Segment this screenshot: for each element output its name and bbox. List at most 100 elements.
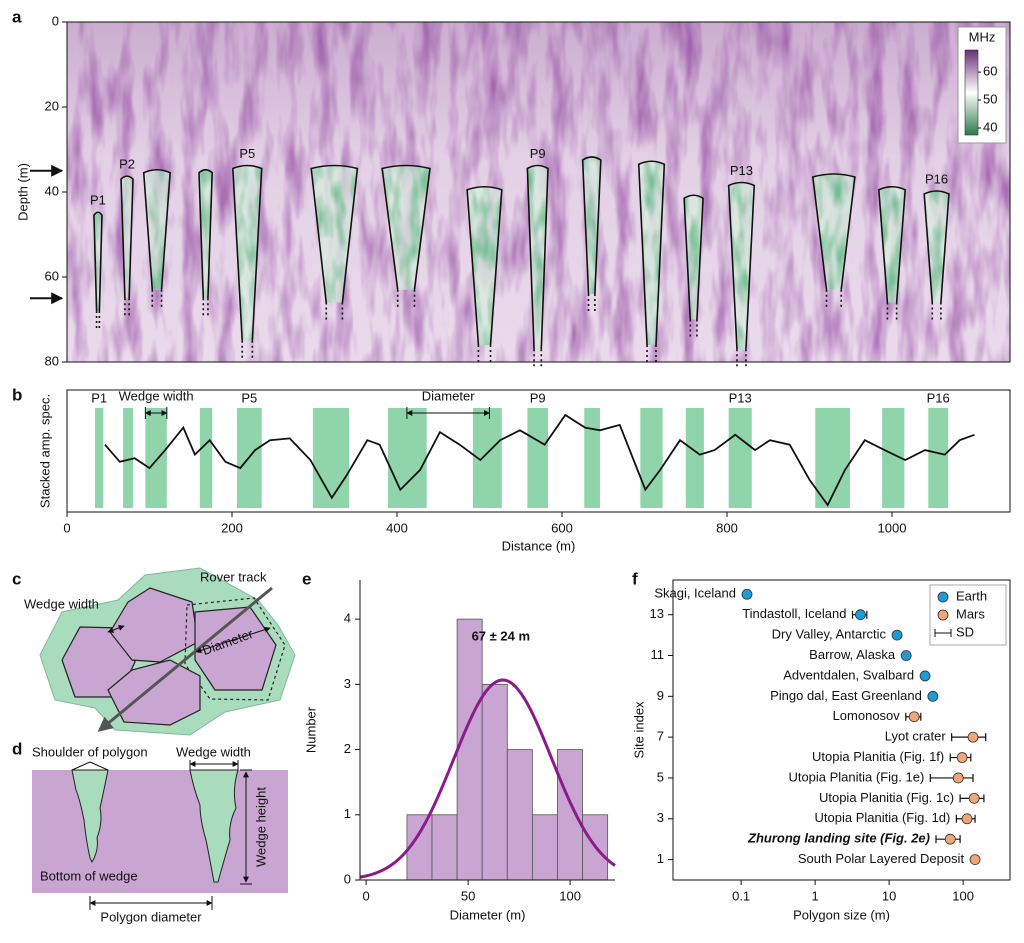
y-tick-label: 7 [657, 729, 664, 744]
x-tick-label: 50 [461, 888, 475, 903]
x-tick-label: 0.1 [732, 888, 750, 903]
y-axis-label: Depth (m) [15, 163, 30, 221]
legend-label: Mars [956, 606, 985, 621]
wedge-band [199, 408, 213, 508]
wedge-band [640, 408, 663, 508]
wedge-outline [381, 164, 431, 290]
histogram-bar [506, 749, 533, 881]
panel-letter: d [12, 739, 22, 758]
panel-letter: a [12, 7, 22, 26]
y-tick-label: 3 [657, 810, 664, 825]
y-tick-label: 1 [344, 806, 351, 821]
x-tick-label: 1000 [878, 520, 907, 535]
band-label: P16 [927, 390, 950, 405]
wedge-label: P2 [119, 157, 135, 172]
wedge-band [312, 408, 350, 508]
wedge-outline [581, 156, 602, 295]
annotation: Wedge width [119, 388, 194, 403]
y-tick-label: 3 [344, 676, 351, 691]
fit-label: 67 ± 24 m [472, 628, 530, 643]
y-tick-label: 20 [45, 98, 59, 113]
site-label: Lyot crater [885, 729, 947, 744]
panel-letter: b [12, 385, 22, 404]
y-tick-label: 0 [344, 871, 351, 886]
site-point [952, 772, 964, 784]
wedge-band [815, 408, 850, 508]
histogram-bar [481, 683, 508, 881]
site-point [967, 731, 979, 743]
diagram-label: Wedge height [253, 787, 268, 867]
wedge-outline [683, 194, 704, 320]
band-label: P13 [729, 390, 752, 405]
y-tick-label: 60 [45, 268, 59, 283]
legend-swatch [937, 591, 949, 603]
diagram-label: Wedge width [176, 744, 251, 759]
wedge-outline [142, 168, 171, 290]
y-tick-label: 13 [650, 606, 664, 621]
wedge-outline [120, 175, 134, 299]
colorbar-label: MHz [969, 29, 996, 44]
x-tick-label: 10 [882, 888, 896, 903]
x-axis-label: Distance (m) [502, 538, 576, 553]
wedge-band [123, 408, 134, 508]
site-label: Utopia Planitia (Fig. 1f) [812, 749, 944, 764]
site-point [919, 670, 931, 682]
legend-label: Earth [956, 588, 987, 603]
x-axis-label: Polygon size (m) [793, 907, 890, 922]
site-label: Barrow, Alaska [809, 647, 896, 662]
wedge-band [882, 408, 905, 508]
y-tick-label: 0 [52, 13, 59, 28]
site-point [968, 792, 980, 804]
diagram-label: Wedge width [24, 596, 99, 611]
colorbar [964, 49, 979, 136]
colorbar-tick-label: 60 [983, 64, 997, 79]
x-tick-label: 600 [551, 520, 573, 535]
site-label: Adventdalen, Svalbard [783, 667, 914, 682]
histogram-bar [531, 814, 558, 881]
colorbar-tick-label: 40 [983, 119, 997, 134]
wedge-label: P13 [730, 163, 753, 178]
wedge-band [387, 408, 427, 508]
y-tick-label: 2 [344, 741, 351, 756]
histogram-bar [456, 618, 483, 881]
band-label: P1 [91, 390, 107, 405]
site-label: Utopia Planitia (Fig. 1d) [815, 810, 951, 825]
panel-letter: f [632, 569, 638, 588]
wedge-band [584, 408, 600, 508]
legend-label: SD [956, 624, 974, 639]
x-tick-label: 800 [716, 520, 738, 535]
diagram-label: Shoulder of polygon [32, 744, 148, 759]
site-label: South Polar Layered Deposit [798, 851, 965, 866]
y-axis-label: Number [303, 706, 318, 753]
x-tick-label: 1 [812, 888, 819, 903]
diagram-label: Bottom of wedge [40, 868, 138, 883]
fit-curve [359, 678, 616, 879]
wedge-outline [877, 185, 907, 303]
error-bar [929, 773, 974, 782]
wedge-outline [310, 164, 359, 303]
site-point [900, 650, 912, 661]
wedge-label: P16 [925, 171, 948, 186]
site-label: Skagi, Iceland [654, 586, 736, 601]
site-label: Pingo dal, East Greenland [770, 688, 922, 703]
site-label: Utopia Planitia (Fig. 1c) [819, 790, 954, 805]
wedge-band [527, 408, 548, 508]
y-tick-label: 4 [344, 611, 351, 626]
colorbar-tick-label: 50 [983, 91, 997, 106]
wedge-outline [727, 181, 756, 350]
y-tick-label: 40 [45, 183, 59, 198]
wedge-label: P1 [90, 193, 106, 208]
site-point [961, 813, 973, 825]
wedge-outline [198, 168, 214, 299]
band-label: P5 [241, 390, 257, 405]
site-point [944, 833, 956, 845]
wedge-band [728, 408, 752, 508]
site-label: Lomonosov [833, 708, 901, 723]
y-tick-label: 5 [657, 769, 664, 784]
y-axis-label: Stacked amp. spec. [37, 394, 52, 508]
diagram-label: Rover track [200, 569, 267, 584]
diagram-c: Wedge width Rover track Diameter [24, 567, 296, 736]
annotation: Diameter [422, 388, 475, 403]
site-point [891, 629, 903, 641]
x-tick-label: 400 [386, 520, 408, 535]
